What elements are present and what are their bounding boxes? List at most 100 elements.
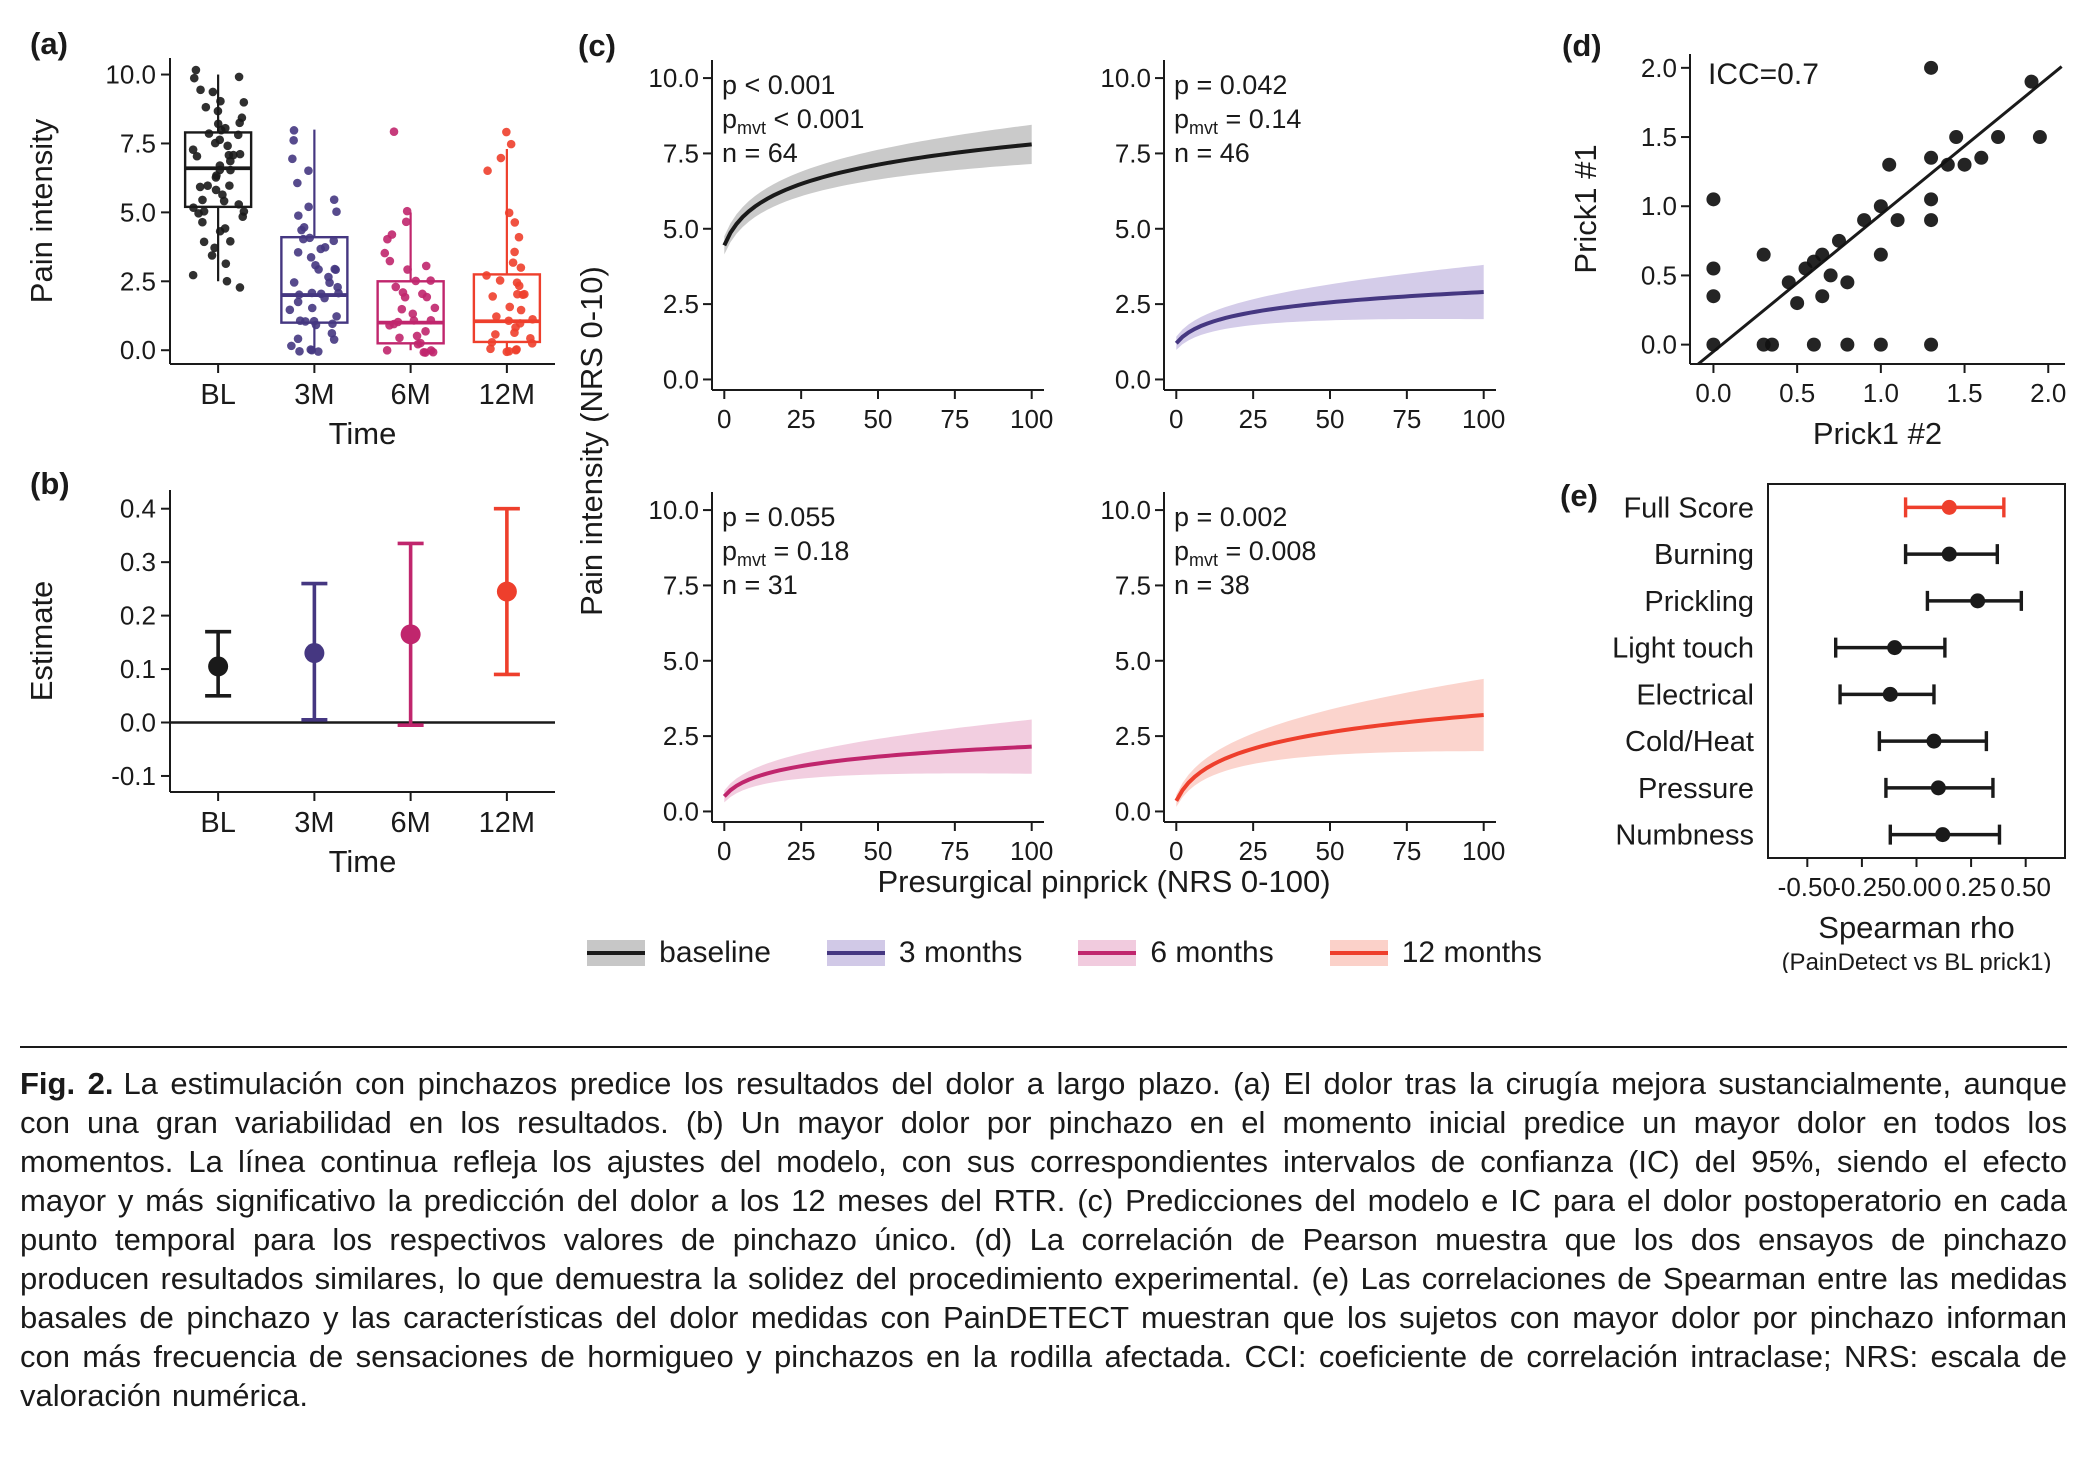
svg-text:7.5: 7.5 <box>1115 138 1151 168</box>
forest-row-cold-heat: Cold/Heat <box>1625 726 1989 758</box>
svg-text:75: 75 <box>940 836 969 866</box>
svg-text:Presurgical pinprick (NRS 0-10: Presurgical pinprick (NRS 0-100) <box>877 864 1330 899</box>
svg-text:Prick1 #1: Prick1 #1 <box>1568 144 1603 273</box>
svg-text:5.0: 5.0 <box>1115 214 1151 244</box>
svg-text:3M: 3M <box>294 379 334 411</box>
svg-text:p = 0.042: p = 0.042 <box>1174 70 1287 100</box>
caption-label: Fig. 2. <box>20 1066 114 1101</box>
estimate-BL <box>205 629 232 698</box>
svg-text:0.0: 0.0 <box>1641 330 1677 360</box>
svg-text:0.3: 0.3 <box>120 547 156 577</box>
svg-text:75: 75 <box>940 404 969 434</box>
svg-text:pmvt < 0.001: pmvt < 0.001 <box>722 104 864 138</box>
svg-text:7.5: 7.5 <box>663 138 699 168</box>
svg-text:0.2: 0.2 <box>120 601 156 631</box>
legend-swatch-icon <box>826 940 885 966</box>
identity-line <box>1697 65 2063 366</box>
panel-d-tag: (d) <box>1562 28 1602 63</box>
svg-text:50: 50 <box>864 404 893 434</box>
svg-text:5.0: 5.0 <box>663 646 699 676</box>
svg-text:6M: 6M <box>390 379 430 411</box>
svg-text:0.0: 0.0 <box>663 364 699 394</box>
svg-text:10.0: 10.0 <box>1100 63 1151 93</box>
svg-text:Prickling: Prickling <box>1644 586 1754 618</box>
legend-item-6-months: 6 months <box>1078 936 1274 970</box>
svg-text:1.0: 1.0 <box>1863 378 1899 408</box>
legend-item-3-months: 3 months <box>826 936 1022 970</box>
panel-d-scatter: (d) 0.0 0.0 0.5 0.5 1.0 1.0 1.5 1.5 2.0 2.0 ICC=0.… <box>1560 12 2080 472</box>
svg-text:25: 25 <box>1239 836 1268 866</box>
box-group-12M <box>472 127 542 357</box>
ci-band <box>1176 264 1484 350</box>
svg-text:0.25: 0.25 <box>1946 872 1997 902</box>
svg-text:100: 100 <box>1462 836 1505 866</box>
ci-band <box>1176 678 1484 807</box>
subplot-baseline: 0.0 2.5 5.0 7.5 10.0 0 25 50 75 100 p < 0.001 pmvt … <box>648 60 1053 434</box>
fit-line <box>1174 713 1484 802</box>
svg-text:0.5: 0.5 <box>1641 260 1677 290</box>
svg-text:Light touch: Light touch <box>1612 633 1754 665</box>
svg-text:25: 25 <box>787 404 816 434</box>
panel-a-boxplot: (a) 0.0 2.5 5.0 7.5 10.0 BL 3M 6M 12M Time Pain in… <box>18 12 568 462</box>
svg-text:10.0: 10.0 <box>105 60 156 90</box>
svg-text:Full Score: Full Score <box>1623 492 1754 524</box>
svg-text:-0.50: -0.50 <box>1778 872 1837 902</box>
svg-text:2.5: 2.5 <box>120 266 156 296</box>
panel-b-tag: (b) <box>30 466 70 501</box>
svg-text:Pain intensity: Pain intensity <box>24 118 59 303</box>
panel-a-chart: 0.0 2.5 5.0 7.5 10.0 BL 3M 6M 12M Time Pain intens… <box>24 58 555 451</box>
legend-swatch-icon <box>1078 940 1137 966</box>
svg-text:5.0: 5.0 <box>663 214 699 244</box>
svg-text:Pain intensity (NRS 0-10): Pain intensity (NRS 0-10) <box>574 266 609 616</box>
svg-text:1.5: 1.5 <box>1641 122 1677 152</box>
svg-text:pmvt = 0.18: pmvt = 0.18 <box>722 536 849 570</box>
svg-text:2.5: 2.5 <box>1115 721 1151 751</box>
svg-text:Pressure: Pressure <box>1638 773 1754 805</box>
subplot-12-months: 0.0 2.5 5.0 7.5 10.0 0 25 50 75 100 p = 0.002 pmvt … <box>1100 492 1505 866</box>
svg-text:75: 75 <box>1392 404 1421 434</box>
svg-text:Electrical: Electrical <box>1636 679 1754 711</box>
svg-text:Spearman rho: Spearman rho <box>1818 910 2014 945</box>
legend-item-baseline: baseline <box>587 936 771 970</box>
svg-text:0.0: 0.0 <box>1115 796 1151 826</box>
svg-text:3M: 3M <box>294 807 334 839</box>
panel-e-tag: (e) <box>1560 478 1598 513</box>
estimate-6M <box>397 541 424 727</box>
subplot-3-months: 0.0 2.5 5.0 7.5 10.0 0 25 50 75 100 p = 0.042 pmvt … <box>1100 60 1505 434</box>
svg-text:1.0: 1.0 <box>1641 191 1677 221</box>
forest-row-pressure: Pressure <box>1638 773 1995 805</box>
svg-text:n = 46: n = 46 <box>1174 138 1250 168</box>
forest-row-numbness: Numbness <box>1615 820 2002 852</box>
legend-swatch-icon <box>1329 940 1388 966</box>
panel-b-estimates: (b) -0.1 0.0 0.1 0.2 0.3 0.4 BL 3M 6M 12M Time Esti… <box>18 462 568 897</box>
panel-a-plot: 0.0 2.5 5.0 7.5 10.0 BL 3M 6M 12M Time Pain intens… <box>24 58 555 451</box>
estimate-3M <box>301 581 328 722</box>
svg-text:0.1: 0.1 <box>120 654 156 684</box>
svg-text:0.0: 0.0 <box>120 335 156 365</box>
svg-text:7.5: 7.5 <box>1115 570 1151 600</box>
panel-d-plot: 0.0 0.0 0.5 0.5 1.0 1.0 1.5 1.5 2.0 2.0 ICC=0.7 Pri… <box>1568 53 2066 451</box>
forest-row-full-score: Full Score <box>1623 492 2006 524</box>
svg-text:p = 0.055: p = 0.055 <box>722 502 835 532</box>
svg-text:2.5: 2.5 <box>1115 289 1151 319</box>
legend-label: baseline <box>659 936 771 969</box>
svg-text:n = 64: n = 64 <box>722 138 798 168</box>
box-group-3M <box>280 126 349 356</box>
fit-line <box>722 142 1032 247</box>
forest-row-electrical: Electrical <box>1636 679 1936 711</box>
svg-text:pmvt = 0.14: pmvt = 0.14 <box>1174 104 1301 138</box>
svg-text:6M: 6M <box>390 807 430 839</box>
panel-b-plot: -0.1 0.0 0.1 0.2 0.3 0.4 BL 3M 6M 12M Time Estimate <box>24 490 555 879</box>
svg-text:n = 31: n = 31 <box>722 570 798 600</box>
svg-text:p < 0.001: p < 0.001 <box>722 70 835 100</box>
legend-swatch-icon <box>587 940 646 966</box>
svg-text:Burning: Burning <box>1654 539 1754 571</box>
forest-row-light-touch: Light touch <box>1612 633 1947 665</box>
legend-label: 12 months <box>1401 936 1542 969</box>
svg-text:5.0: 5.0 <box>1115 646 1151 676</box>
panel-c-chart: 0.0 2.5 5.0 7.5 10.0 0 25 50 75 100 p < 0.001 pmvt … <box>574 60 1505 899</box>
svg-text:10.0: 10.0 <box>1100 495 1151 525</box>
svg-text:pmvt = 0.008: pmvt = 0.008 <box>1174 536 1316 570</box>
fit-line <box>1174 290 1484 345</box>
svg-text:0: 0 <box>1169 836 1183 866</box>
